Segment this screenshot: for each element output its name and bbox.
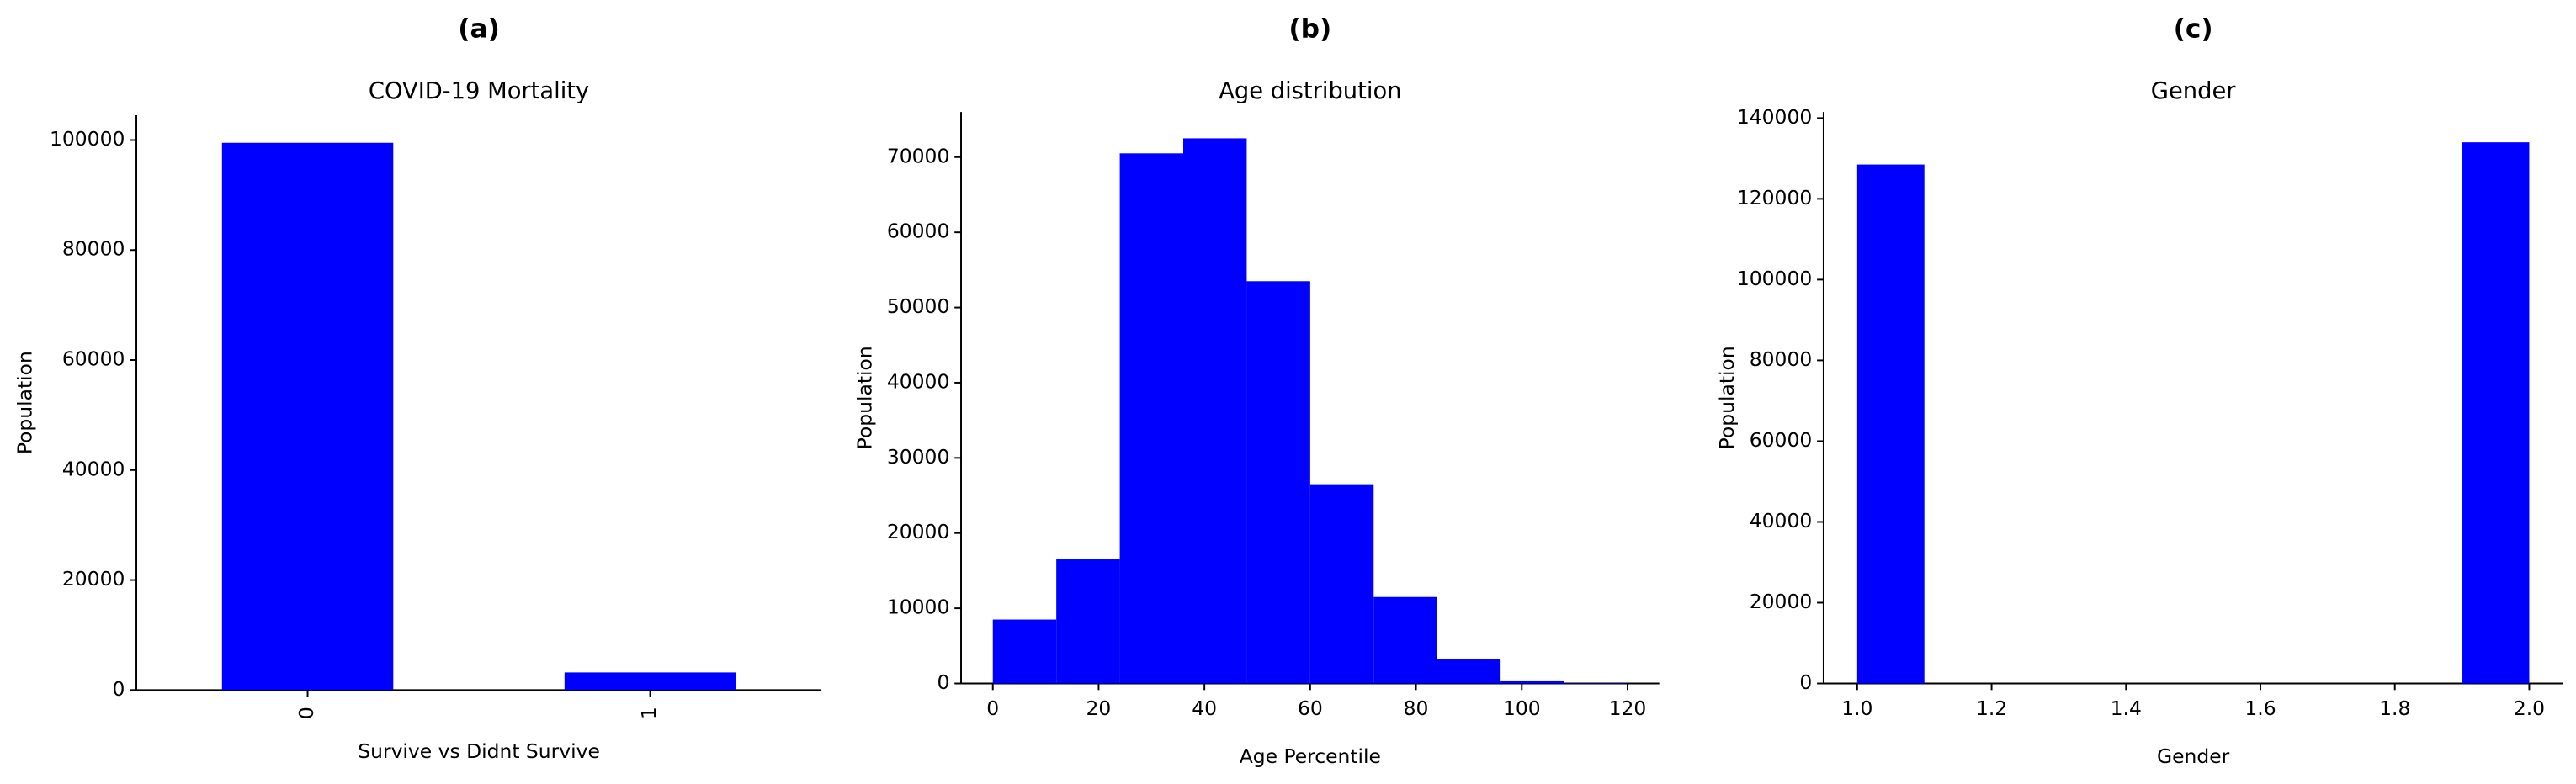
x-tick-label: 1.0: [1841, 697, 1872, 720]
chart-title: COVID-19 Mortality: [369, 78, 589, 104]
y-tick-label: 20000: [62, 567, 125, 591]
y-tick-label: 20000: [887, 520, 949, 543]
y-tick-label: 100000: [1737, 267, 1812, 290]
x-tick-label: 2.0: [2514, 697, 2545, 720]
x-tick-label: 1.6: [2244, 697, 2276, 720]
y-tick-label: 30000: [887, 445, 949, 469]
y-tick-label: 80000: [1750, 347, 1812, 371]
y-tick-label: 60000: [887, 220, 949, 243]
y-tick-label: 40000: [887, 369, 949, 393]
y-tick-label: 50000: [887, 294, 949, 318]
x-tick-label: 80: [1404, 697, 1429, 720]
y-tick-label: 40000: [1750, 509, 1812, 532]
x-tick-label: 120: [1609, 697, 1647, 720]
y-axis-label: Population: [852, 346, 876, 449]
y-axis-label: Population: [1715, 346, 1739, 449]
histogram-bar: [2462, 142, 2530, 684]
x-tick-label: 1.2: [1976, 697, 2007, 720]
x-tick-label: 20: [1086, 697, 1112, 720]
histogram-bar: [1437, 659, 1501, 684]
y-tick-label: 140000: [1737, 105, 1812, 129]
histogram-bar: [1856, 164, 1925, 684]
x-tick-label: 0: [986, 697, 999, 720]
x-axis-label: Gender: [2157, 744, 2230, 768]
bar: [221, 142, 394, 691]
y-tick-label: 60000: [62, 347, 125, 371]
y-tick-label: 0: [1799, 670, 1812, 694]
histogram-bar: [1119, 153, 1184, 684]
x-tick-label: 0: [295, 707, 318, 719]
panel-label: (a): [458, 14, 500, 45]
y-tick-label: 100000: [50, 127, 125, 151]
x-tick-label: 1.4: [2111, 697, 2142, 720]
histogram-bar: [1056, 559, 1120, 684]
x-tick-label: 1: [637, 707, 661, 719]
histogram-bar: [1500, 680, 1564, 684]
x-tick-label: 60: [1298, 697, 1323, 720]
histogram-bar: [1183, 138, 1247, 684]
chart-title: Age distribution: [1219, 78, 1401, 104]
x-tick-label: 100: [1503, 697, 1541, 720]
x-axis-label: Survive vs Didnt Survive: [358, 739, 600, 763]
histogram-bar: [1246, 281, 1310, 684]
histogram-bar: [992, 619, 1057, 684]
y-tick-label: 40000: [62, 457, 125, 480]
x-tick-label: 40: [1192, 697, 1217, 720]
y-axis-label: Population: [13, 351, 37, 454]
histogram-bar: [1309, 484, 1374, 684]
histogram-bar: [1373, 596, 1437, 684]
y-tick-label: 10000: [887, 596, 949, 619]
x-tick-label: 1.8: [2379, 697, 2410, 720]
y-tick-label: 70000: [887, 144, 949, 167]
x-axis-label: Age Percentile: [1240, 744, 1381, 768]
y-tick-label: 0: [112, 677, 125, 701]
y-tick-label: 0: [937, 670, 949, 694]
y-tick-label: 60000: [1750, 428, 1812, 452]
y-tick-label: 120000: [1737, 186, 1812, 209]
y-tick-label: 80000: [62, 237, 125, 261]
panel-label: (b): [1288, 14, 1331, 45]
y-tick-label: 20000: [1750, 590, 1812, 613]
bar: [564, 672, 736, 691]
chart-title: Gender: [2151, 78, 2236, 104]
panel-label: (c): [2174, 14, 2213, 45]
